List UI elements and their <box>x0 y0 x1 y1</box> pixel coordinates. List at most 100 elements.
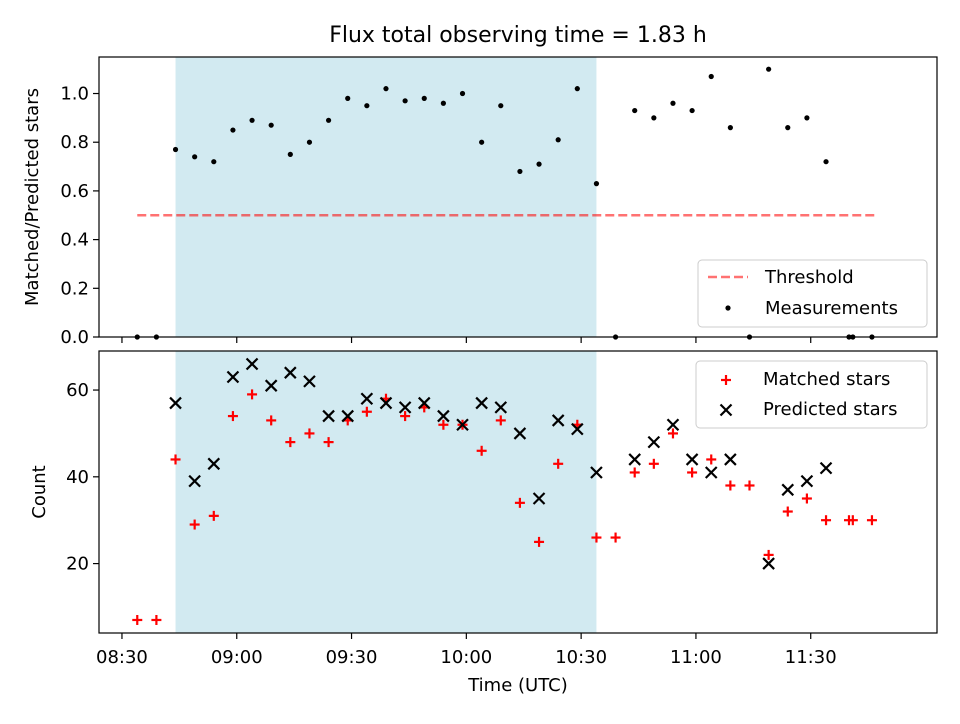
matched-point-32 <box>744 480 755 491</box>
predicted-point-5 <box>264 379 278 392</box>
predicted-point-26 <box>685 453 699 466</box>
measurement-point-6 <box>249 117 255 123</box>
top-legend-box <box>697 259 928 328</box>
predicted-point-5-b <box>264 379 278 392</box>
bottom-xtick-label-0: 08:30 <box>96 647 148 668</box>
bottom-xlabel: Time (UTC) <box>467 675 568 696</box>
predicted-point-28-b <box>724 453 737 466</box>
bottom-xtick-label-2: 09:30 <box>326 647 378 668</box>
top-shaded-interval <box>175 57 597 337</box>
measurement-point-35 <box>804 115 810 121</box>
matched-point-2 <box>170 454 181 465</box>
predicted-point-20 <box>551 414 565 427</box>
predicted-point-12-b <box>398 401 412 414</box>
matched-point-20 <box>514 497 525 508</box>
predicted-point-30 <box>781 483 795 497</box>
predicted-point-3 <box>226 370 240 384</box>
measurement-point-28 <box>670 100 676 106</box>
matched-point-31 <box>725 480 736 491</box>
predicted-point-13-b <box>417 396 431 410</box>
top-ytick-label-2: 0.4 <box>60 230 89 251</box>
matched-point-19 <box>495 415 506 426</box>
measurement-point-24 <box>593 181 600 187</box>
top-ytick-label-5: 1.0 <box>60 84 89 105</box>
predicted-point-13 <box>417 396 431 410</box>
predicted-point-1 <box>188 474 201 488</box>
predicted-point-2-b <box>207 457 221 471</box>
measurement-point-26 <box>632 107 638 114</box>
matched-point-16 <box>438 419 449 430</box>
measurement-point-22 <box>555 137 561 143</box>
predicted-point-27-b <box>704 466 718 479</box>
predicted-point-26-b <box>685 453 699 466</box>
matched-point-0 <box>132 614 143 625</box>
matched-point-34 <box>782 506 793 517</box>
predicted-point-24 <box>647 435 661 449</box>
predicted-point-25-b <box>666 418 680 432</box>
measurement-point-8 <box>287 151 293 157</box>
top-panel: 0.0 0.2 0.4 0.6 0.8 1.0 Matched/Predicted sta… <box>22 56 938 348</box>
matched-point-28 <box>667 428 678 439</box>
measurement-point-3 <box>192 154 198 160</box>
predicted-point-9-b <box>341 409 354 423</box>
legend-predicted-swatch <box>719 403 733 417</box>
predicted-point-30-b <box>781 483 795 497</box>
legend-measurements-label: Measurements <box>765 298 898 319</box>
matched-point-6 <box>247 389 258 400</box>
top-axes-frame <box>98 56 938 338</box>
bottom-ytick-label-1: 40 <box>66 467 89 488</box>
predicted-point-16-b <box>475 396 488 410</box>
top-ylabel: Matched/Predicted stars <box>22 88 43 306</box>
predicted-point-32-b <box>819 461 833 475</box>
predicted-point-18-b <box>513 427 527 440</box>
measurement-point-9 <box>306 139 313 145</box>
measurement-point-21 <box>536 161 542 167</box>
predicted-point-7-b <box>303 375 316 388</box>
predicted-point-25 <box>666 418 680 432</box>
measurement-point-18 <box>479 139 485 145</box>
bottom-ytick-label-0: 20 <box>66 554 89 575</box>
measurement-point-31 <box>727 125 733 131</box>
bottom-legend-box <box>695 360 928 429</box>
predicted-point-15-b <box>456 418 469 432</box>
predicted-point-2 <box>207 457 221 471</box>
matched-point-8 <box>285 437 296 448</box>
predicted-point-4 <box>245 357 259 371</box>
matched-point-26 <box>629 467 640 478</box>
predicted-point-12 <box>398 401 412 414</box>
matched-point-25 <box>610 532 621 543</box>
matched-point-35 <box>801 493 812 504</box>
measurement-point-16 <box>440 100 446 106</box>
predicted-point-31-b <box>800 474 814 488</box>
predicted-point-21-b <box>571 422 584 436</box>
predicted-point-17 <box>494 401 508 414</box>
legend-matched-marker <box>721 375 731 385</box>
measurement-point-20 <box>517 168 523 175</box>
matched-point-38 <box>847 515 858 526</box>
bottom-ytick-label-2: 60 <box>66 380 89 401</box>
measurement-point-11 <box>345 95 351 101</box>
bottom-axes-frame <box>98 350 938 634</box>
predicted-point-10 <box>360 392 374 406</box>
predicted-point-24-b <box>647 435 661 449</box>
matched-point-4 <box>208 510 219 521</box>
matched-point-12 <box>361 406 372 417</box>
bottom-xtick-label-6: 11:30 <box>785 647 837 668</box>
predicted-point-11 <box>379 396 393 410</box>
matched-point-1 <box>151 614 162 625</box>
predicted-point-22-b <box>590 466 603 479</box>
predicted-point-7 <box>303 375 316 388</box>
legend-threshold-label: Threshold <box>764 267 854 288</box>
bottom-legend: Matched stars Predicted stars <box>695 360 928 429</box>
predicted-point-1-b <box>188 474 201 488</box>
measurement-point-33 <box>766 66 772 72</box>
measurement-point-14 <box>402 98 408 104</box>
predicted-point-29-b <box>762 557 775 570</box>
bottom-panel: 20 40 60 08:30 09:00 09:30 10:00 10:30 11:00 11:… <box>29 350 938 696</box>
measurement-point-13 <box>383 86 389 92</box>
bottom-xtick-label-3: 10:00 <box>440 647 492 668</box>
top-ytick-label-3: 0.6 <box>60 181 89 202</box>
matched-point-24 <box>591 532 602 543</box>
predicted-point-4-b <box>245 357 259 371</box>
measurement-point-10 <box>325 117 332 123</box>
